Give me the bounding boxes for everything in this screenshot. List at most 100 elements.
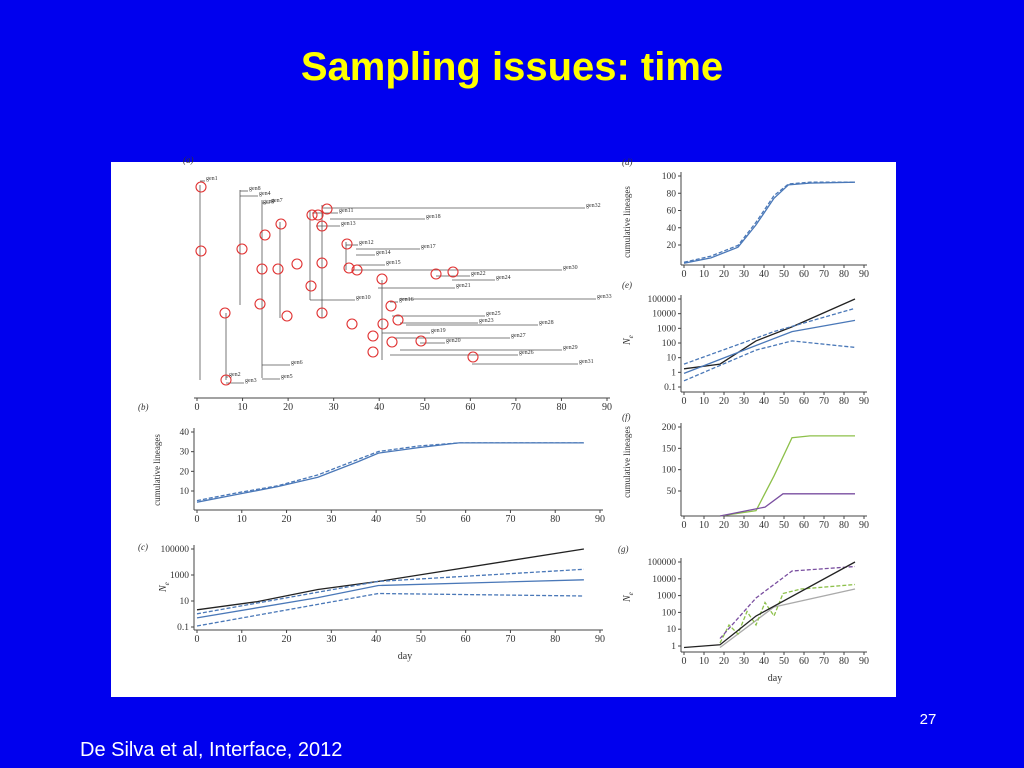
sample-circle (415, 335, 427, 347)
node-label: gen24 (496, 275, 511, 281)
y-axis-label-main: N (158, 584, 169, 593)
node-label: gen28 (539, 320, 554, 326)
sample-circle (343, 262, 355, 274)
y-tick-label: 40 (667, 224, 677, 234)
node-label: gen32 (586, 203, 601, 209)
curve (196, 548, 585, 611)
node-label: gen13 (341, 221, 356, 227)
x-tick-label: 40 (759, 656, 769, 667)
x-tick-label: 30 (739, 269, 749, 280)
panel-label: (f) (622, 412, 631, 422)
node-label: gen21 (456, 283, 471, 289)
x-tick-label: 20 (283, 402, 293, 413)
x-tick-label: 40 (759, 269, 769, 280)
x-axis-label: day (768, 673, 782, 684)
y-tick-label: 1000 (657, 592, 676, 602)
y-tick-label: 30 (180, 448, 190, 458)
page-number: 27 (920, 711, 937, 728)
x-tick-label: 20 (282, 634, 292, 645)
x-tick-label: 60 (799, 269, 809, 280)
x-tick-label: 10 (699, 396, 709, 407)
node-label: gen22 (471, 271, 486, 277)
x-tick-label: 30 (739, 520, 749, 531)
node-label: gen2 (229, 372, 241, 378)
node-label: gen8 (249, 186, 261, 192)
x-tick-label: 20 (719, 520, 729, 531)
curve (683, 181, 855, 263)
sample-circle (321, 203, 333, 215)
node-label: gen14 (376, 250, 391, 256)
x-tick-label: 10 (237, 514, 247, 525)
curve (683, 307, 856, 365)
x-tick-label: 20 (719, 656, 729, 667)
node-label: gen9 (263, 199, 275, 205)
y-tick-label: 100000 (161, 545, 190, 555)
sample-circle (316, 220, 328, 232)
sample-circle (195, 181, 207, 193)
y-axis-label: cumulative lineages (152, 434, 162, 506)
x-tick-label: 0 (682, 396, 687, 407)
x-tick-label: 60 (799, 396, 809, 407)
y-tick-label: 0.1 (177, 623, 189, 633)
x-tick-label: 90 (859, 269, 869, 280)
y-axis-label-main: N (622, 594, 633, 603)
node-label: gen4 (259, 191, 271, 197)
panel-label: (b) (138, 402, 149, 412)
y-axis-label-main: N (622, 337, 633, 346)
node-label: gen5 (281, 374, 293, 380)
y-axis-label: Ne (158, 582, 171, 593)
sample-circle (281, 310, 293, 322)
y-tick-label: 10000 (652, 310, 676, 320)
citation: De Silva et al, Interface, 2012 (80, 739, 342, 761)
sample-circle (346, 318, 358, 330)
x-tick-label: 0 (195, 634, 200, 645)
y-axis-label: cumulative lineages (622, 186, 632, 258)
y-tick-label: 20 (180, 467, 190, 477)
sample-circle (351, 264, 363, 276)
x-tick-label: 30 (326, 514, 336, 525)
curve (719, 565, 856, 639)
sample-circle (316, 257, 328, 269)
curve (196, 568, 584, 615)
x-tick-label: 0 (682, 656, 687, 667)
curve (719, 435, 855, 517)
x-tick-label: 20 (282, 514, 292, 525)
y-tick-label: 1 (671, 642, 676, 652)
x-tick-label: 10 (699, 520, 709, 531)
y-tick-label: 100 (662, 339, 677, 349)
x-tick-label: 0 (195, 514, 200, 525)
curve (683, 181, 856, 264)
x-tick-label: 60 (465, 402, 475, 413)
sample-circle (385, 300, 397, 312)
node-label: gen20 (446, 338, 461, 344)
y-tick-label: 10 (180, 487, 190, 497)
sample-circle (275, 218, 287, 230)
node-label: gen1 (206, 176, 218, 182)
x-tick-label: 40 (759, 520, 769, 531)
x-tick-label: 50 (416, 514, 426, 525)
x-tick-label: 30 (739, 656, 749, 667)
x-tick-label: 60 (799, 656, 809, 667)
x-tick-label: 80 (839, 269, 849, 280)
x-tick-label: 90 (595, 634, 605, 645)
x-tick-label: 60 (799, 520, 809, 531)
y-tick-label: 10 (667, 625, 677, 635)
sample-circle (254, 298, 266, 310)
x-tick-label: 10 (237, 634, 247, 645)
sample-circle (316, 307, 328, 319)
curve (683, 561, 856, 649)
sample-circle (367, 346, 379, 358)
node-label: gen15 (386, 260, 401, 266)
y-tick-label: 10000 (652, 575, 676, 585)
x-tick-label: 60 (461, 514, 471, 525)
x-tick-label: 10 (238, 402, 248, 413)
sample-circle (377, 318, 389, 330)
y-axis-label: cumulative lineages (622, 426, 632, 498)
sample-circle (272, 263, 284, 275)
x-tick-label: 70 (505, 514, 515, 525)
node-label: gen23 (479, 318, 494, 324)
y-tick-label: 100 (662, 608, 677, 618)
x-tick-label: 50 (416, 634, 426, 645)
x-tick-label: 70 (819, 656, 829, 667)
x-tick-label: 0 (682, 520, 687, 531)
